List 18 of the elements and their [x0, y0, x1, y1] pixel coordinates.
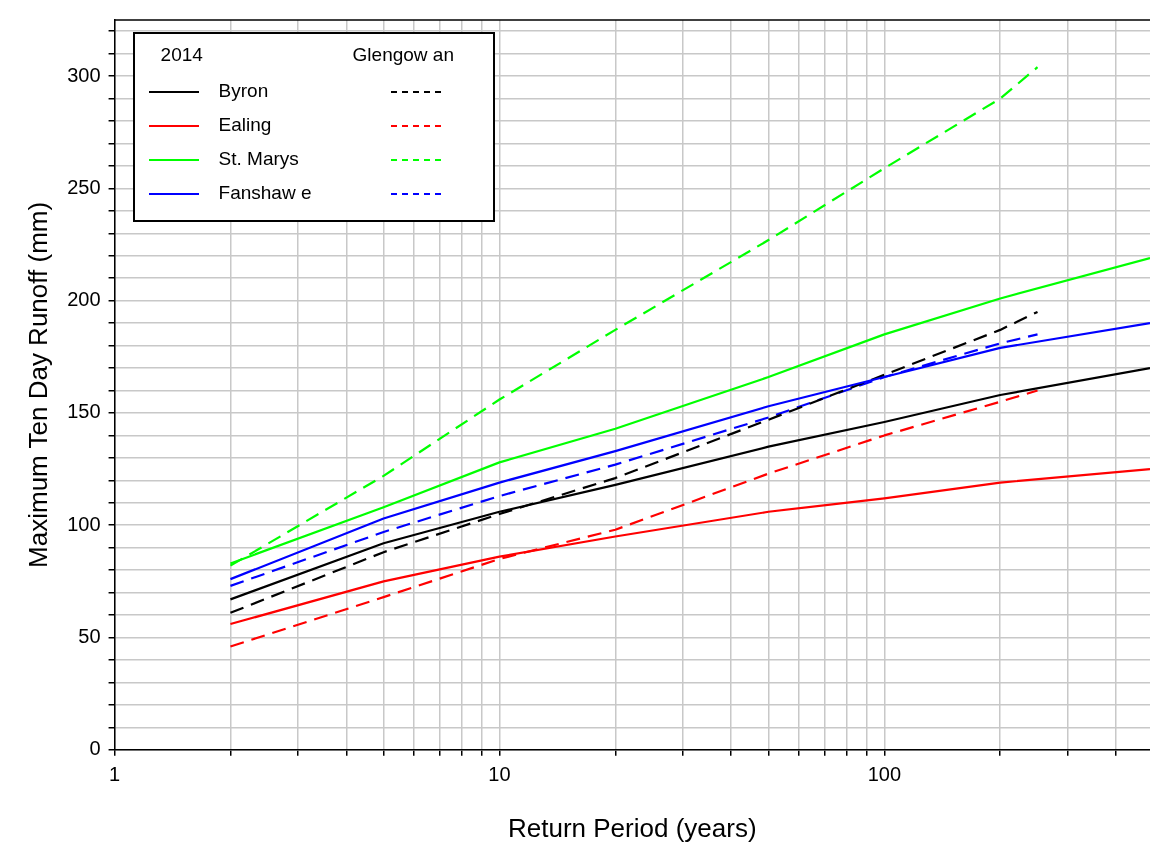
legend-label: St. Marys	[218, 148, 299, 170]
y-tick-label: 150	[67, 400, 101, 423]
y-tick-label: 250	[67, 175, 101, 198]
y-tick-label: 100	[67, 512, 101, 535]
x-tick-label: 1	[109, 763, 121, 786]
legend-label: Fanshaw e	[218, 182, 312, 204]
y-tick-label: 50	[78, 625, 101, 648]
legend-label: Byron	[218, 80, 269, 102]
y-tick-label: 0	[89, 737, 101, 760]
x-tick-label: 100	[867, 763, 902, 786]
x-tick-label: 10	[488, 763, 511, 786]
legend-label: Ealing	[218, 114, 272, 136]
legend-title: 2014	[160, 44, 203, 66]
x-axis-title: Return Period (years)	[508, 812, 757, 843]
y-tick-label: 200	[67, 288, 101, 311]
y-axis-title: Maximum Ten Day Runoff (mm)	[22, 201, 53, 568]
y-tick-label: 300	[67, 63, 101, 86]
annotation: Glengow an	[352, 44, 454, 66]
